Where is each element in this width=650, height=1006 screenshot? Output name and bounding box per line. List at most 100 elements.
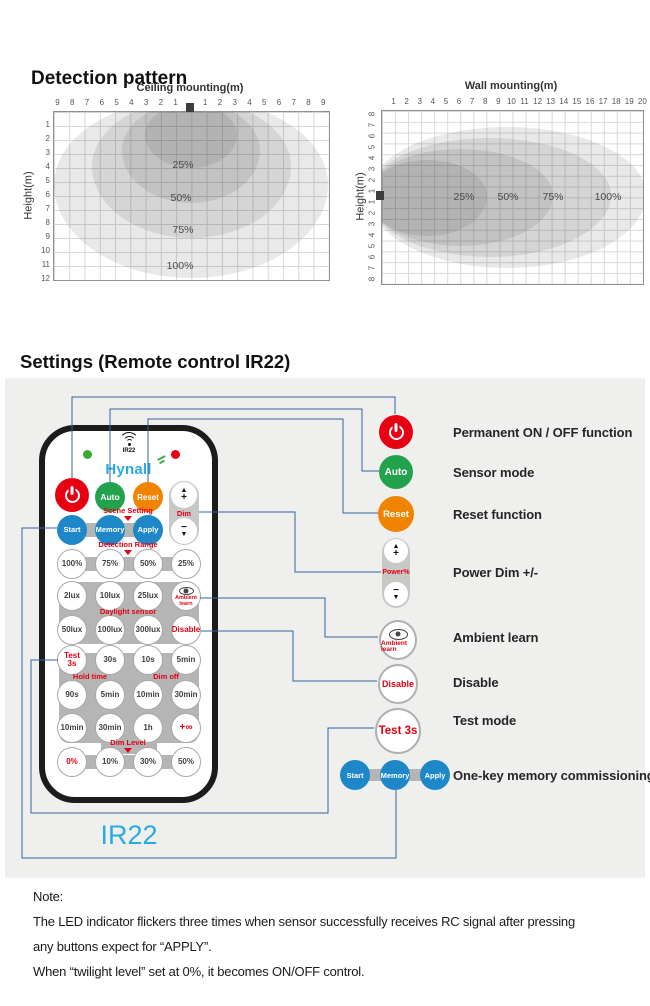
remote-model-label: IR22: [122, 448, 136, 454]
memory-button[interactable]: Memory: [380, 760, 410, 790]
wall-y-axis-label: Height(m): [354, 172, 367, 221]
ceiling-sensor-marker: [186, 103, 194, 112]
remote-button[interactable]: 10%: [95, 747, 125, 777]
x-tick: 2: [404, 97, 409, 106]
ring-50: [122, 112, 260, 203]
x-tick: 1: [391, 97, 396, 106]
note-section: Note: The LED indicator flickers three t…: [33, 884, 575, 984]
y-tick: 8: [45, 218, 50, 227]
remote-button[interactable]: 75%: [95, 549, 125, 579]
disable-button[interactable]: Disable: [378, 664, 418, 704]
time-row-2: 90s 5min 10min 30min: [57, 680, 201, 710]
ring-25: [145, 112, 237, 168]
apply-button[interactable]: Apply: [420, 760, 450, 790]
remote-button[interactable]: 0%: [57, 747, 87, 777]
y-tick: 10: [41, 246, 50, 255]
disable-button[interactable]: Disable: [171, 615, 201, 645]
y-tick: 2: [45, 134, 50, 143]
button-link: [408, 769, 422, 781]
power-button[interactable]: [55, 478, 89, 512]
arrow-down-icon: ▼: [392, 594, 400, 602]
power-button[interactable]: [379, 415, 413, 449]
x-tick: 5: [114, 98, 119, 107]
x-tick: 6: [276, 98, 282, 107]
y-tick: 1: [45, 120, 50, 129]
legend-label: Disable: [453, 675, 499, 690]
daylight-sensor-label: Daylight sensor: [99, 607, 157, 616]
dim-level-label: Dim Level: [110, 738, 146, 747]
legend-label: Test mode: [453, 713, 517, 728]
x-tick: 16: [585, 97, 595, 106]
y-tick: 5: [45, 176, 50, 185]
legend-label: Power Dim +/-: [453, 565, 539, 580]
remote-button[interactable]: 100lux: [95, 615, 125, 645]
remote-button[interactable]: 5min: [95, 680, 125, 710]
ceiling-chart-title: Ceiling mounting(m): [136, 82, 244, 94]
x-tick: 13: [546, 97, 556, 106]
detection-range-label: Detection Range: [98, 540, 158, 549]
x-tick: 14: [559, 97, 569, 106]
x-tick: 1: [202, 98, 208, 107]
auto-button[interactable]: Auto: [379, 455, 413, 489]
ring-label: 75%: [172, 224, 194, 236]
ring-label: 50%: [497, 191, 519, 203]
x-tick: 5: [261, 98, 267, 107]
reset-button[interactable]: Reset: [378, 496, 414, 532]
y-tick: 4: [45, 162, 50, 171]
x-tick: 6: [99, 98, 105, 107]
x-tick: 3: [232, 98, 237, 107]
remote-button[interactable]: 50%: [133, 549, 163, 579]
x-tick: 9: [321, 98, 326, 107]
ceiling-y-axis-label: Height(m): [22, 171, 35, 220]
start-button[interactable]: Start: [340, 760, 370, 790]
ring-25: [382, 160, 487, 236]
x-tick: 4: [430, 97, 436, 106]
remote-button[interactable]: 30s: [95, 645, 125, 675]
remote-button[interactable]: 10s: [133, 645, 163, 675]
scene-setting-label: Scene Setting: [103, 506, 153, 515]
ceiling-y-ticks: 1 2 3 4 5 6 7 8 9 10 11 12: [36, 111, 50, 283]
y-tick: 9: [45, 232, 50, 241]
remote-button[interactable]: 100%: [57, 549, 87, 579]
x-tick: 6: [456, 97, 462, 106]
y-tick: 11: [41, 260, 50, 269]
dim-label: Dim: [176, 509, 192, 518]
x-tick: 8: [70, 98, 75, 107]
power-dim-down-button[interactable]: − ▼: [384, 582, 408, 606]
x-tick: 5: [443, 97, 449, 106]
ambient-learn-button[interactable]: Ambient learn: [379, 620, 417, 660]
legend-label: Sensor mode: [453, 465, 535, 480]
dim-up-button[interactable]: ▲ +: [171, 482, 197, 508]
remote-button[interactable]: 300lux: [133, 615, 163, 645]
remote-button[interactable]: 5min: [171, 645, 201, 675]
x-tick: 4: [129, 98, 134, 107]
remote-button[interactable]: 90s: [57, 680, 87, 710]
x-tick: 7: [84, 98, 90, 107]
x-tick: 7: [291, 98, 296, 107]
brand-logo: Hynall: [45, 455, 212, 478]
wall-detection-plot: 25% 50% 75% 100%: [381, 110, 644, 285]
x-tick: 9: [55, 98, 60, 107]
ring-100: [382, 127, 643, 268]
lux-row-2: 50lux 100lux 300lux: [57, 615, 163, 645]
x-tick: 20: [637, 97, 647, 106]
x-tick: 19: [624, 97, 634, 106]
auto-button[interactable]: Auto: [95, 482, 125, 512]
remote-button[interactable]: Test 3s: [57, 645, 87, 675]
y-tick: 8: [367, 276, 377, 282]
power-dim-up-button[interactable]: ▲ +: [384, 539, 408, 563]
remote-button[interactable]: 10min: [133, 680, 163, 710]
power-icon: [388, 421, 404, 440]
wifi-icon: [118, 432, 140, 447]
remote-button[interactable]: 25%: [171, 549, 201, 579]
x-tick: 3: [143, 98, 149, 107]
remote-button[interactable]: 50%: [171, 747, 201, 777]
ring-label: 75%: [542, 191, 564, 203]
remote-button[interactable]: 30%: [133, 747, 163, 777]
remote-button[interactable]: 30min: [171, 680, 201, 710]
x-tick: 10: [506, 97, 516, 106]
remote-button[interactable]: 50lux: [57, 615, 87, 645]
test-button[interactable]: Test 3s: [375, 708, 421, 754]
